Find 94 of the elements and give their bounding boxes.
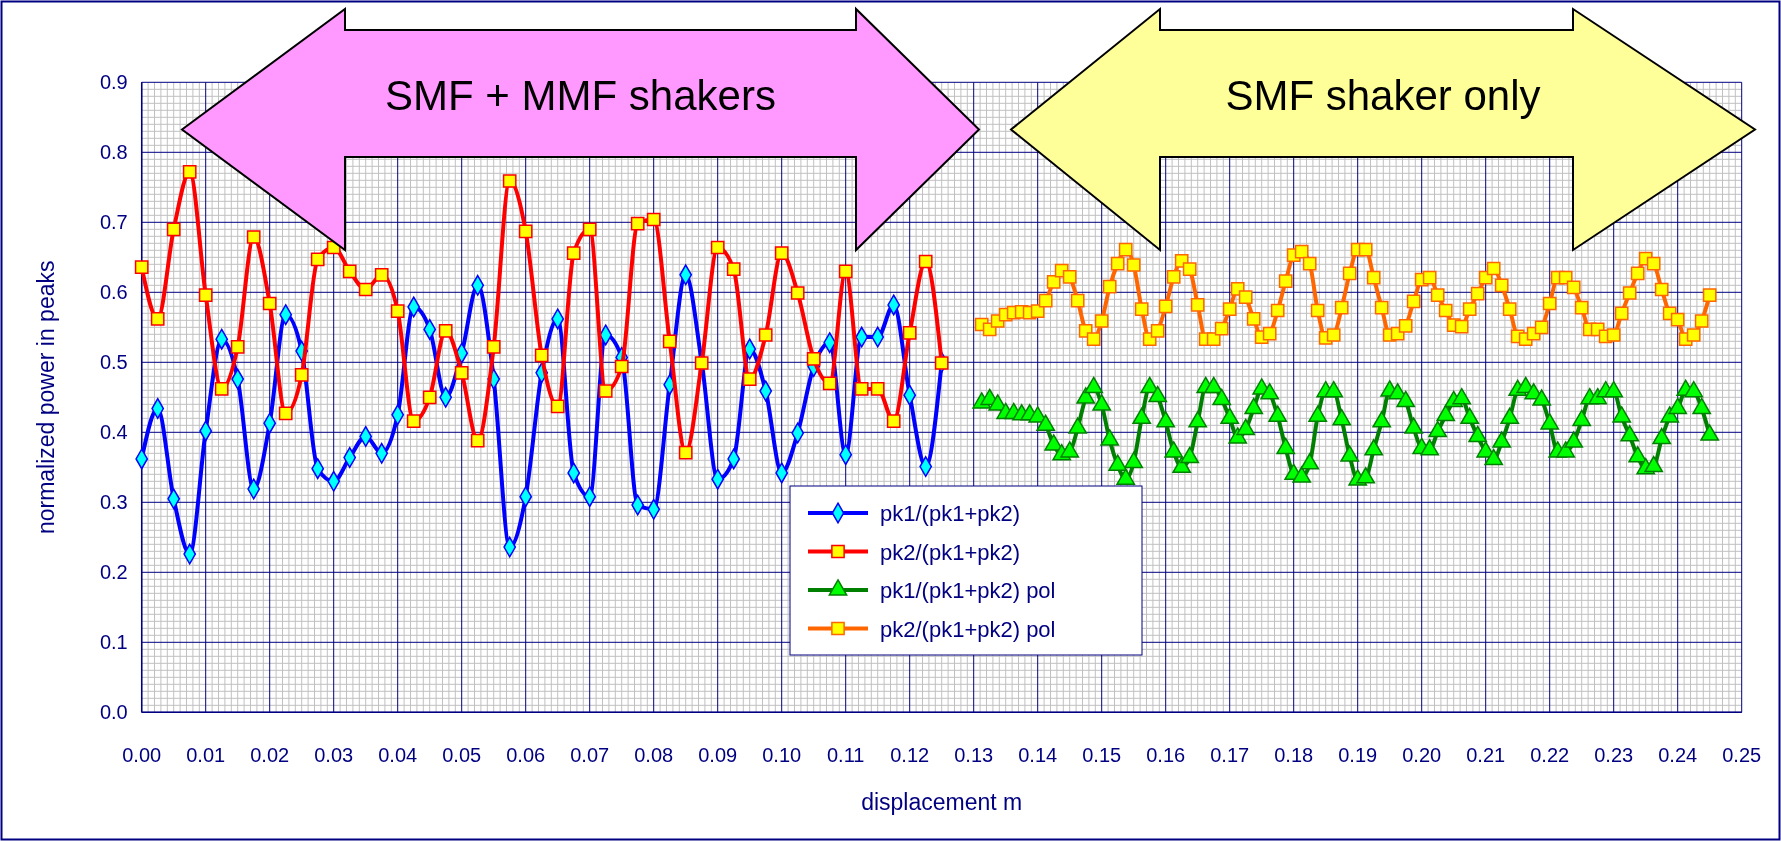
x-tick-label: 0.01 xyxy=(186,744,226,767)
point xyxy=(806,351,821,366)
y-tick-label: 0.7 xyxy=(99,211,128,234)
point xyxy=(790,286,805,300)
y-tick-label: 0.3 xyxy=(99,491,128,514)
point xyxy=(438,323,453,338)
x-tick-label: 0.15 xyxy=(1082,744,1122,767)
point xyxy=(374,267,389,282)
point xyxy=(358,282,373,297)
legend-label: pk1/(pk1+pk2) pol xyxy=(880,578,1056,603)
point xyxy=(742,372,757,386)
point xyxy=(150,312,165,326)
point xyxy=(934,356,949,370)
x-tick-label: 0.17 xyxy=(1210,744,1250,767)
point xyxy=(182,165,197,179)
point xyxy=(774,246,789,260)
x-tick-label: 0.11 xyxy=(826,744,865,767)
point xyxy=(230,340,245,354)
annotation: SMF + MMF shakers xyxy=(385,72,776,119)
point xyxy=(886,414,901,428)
y-tick-label: 0.1 xyxy=(99,631,128,654)
y-tick-label: 0.2 xyxy=(99,561,128,584)
point xyxy=(646,212,661,227)
x-tick-label: 0.13 xyxy=(954,744,994,767)
point xyxy=(614,359,629,374)
x-tick-label: 0.25 xyxy=(1722,744,1762,767)
point xyxy=(486,340,501,354)
point xyxy=(854,382,869,396)
x-tick-label: 0.14 xyxy=(1018,744,1058,767)
point xyxy=(694,356,709,370)
x-tick-label: 0.16 xyxy=(1146,744,1186,767)
x-tick-label: 0.09 xyxy=(698,744,738,767)
point xyxy=(310,252,325,267)
point xyxy=(534,348,549,363)
y-tick-label: 0.8 xyxy=(99,141,128,164)
point xyxy=(566,246,581,260)
point xyxy=(822,376,837,391)
point xyxy=(454,365,469,380)
x-tick-label: 0.08 xyxy=(634,744,674,767)
point xyxy=(470,433,485,448)
x-tick-label: 0.07 xyxy=(570,744,610,767)
point xyxy=(550,399,565,414)
x-tick-label: 0.12 xyxy=(890,744,930,767)
point xyxy=(342,264,357,279)
point xyxy=(726,262,741,277)
point xyxy=(662,334,677,349)
point xyxy=(902,326,917,340)
legend-label: pk2/(pk1+pk2) xyxy=(880,539,1021,565)
point xyxy=(166,222,181,237)
y-tick-label: 0.4 xyxy=(99,421,128,444)
point xyxy=(214,382,229,396)
x-axis-title: displacement m xyxy=(861,789,1023,816)
y-tick-label: 0.0 xyxy=(99,701,128,724)
x-tick-label: 0.22 xyxy=(1530,744,1570,767)
point xyxy=(918,254,933,269)
y-axis-title: normalized power in peaks xyxy=(32,260,59,535)
x-tick-label: 0.10 xyxy=(762,744,802,767)
y-tick-label: 0.9 xyxy=(99,71,128,94)
point xyxy=(262,296,277,311)
x-tick-label: 0.18 xyxy=(1274,744,1314,767)
x-tick-label: 0.24 xyxy=(1658,744,1698,767)
point xyxy=(598,384,613,398)
point xyxy=(278,406,293,421)
x-tick-label: 0.02 xyxy=(250,744,290,767)
point xyxy=(582,222,597,237)
x-tick-label: 0.06 xyxy=(506,744,546,767)
point xyxy=(134,260,149,274)
legend-label: pk2/(pk1+pk2) pol xyxy=(880,616,1056,642)
point xyxy=(710,240,725,255)
x-tick-label: 0.19 xyxy=(1338,744,1378,767)
point xyxy=(406,414,421,428)
point xyxy=(294,368,309,382)
legend-label: pk1/(pk1+pk2) xyxy=(880,501,1021,526)
point xyxy=(870,382,885,396)
point xyxy=(390,304,405,319)
annotation: SMF shaker only xyxy=(1225,72,1541,119)
point xyxy=(678,445,693,460)
point xyxy=(758,328,773,342)
x-tick-label: 0.05 xyxy=(442,744,482,767)
point xyxy=(422,390,437,405)
y-tick-label: 0.5 xyxy=(99,351,128,374)
point xyxy=(630,216,645,231)
x-tick-label: 0.04 xyxy=(378,744,418,767)
x-tick-label: 0.20 xyxy=(1402,744,1442,767)
point xyxy=(502,174,517,188)
y-tick-label: 0.6 xyxy=(99,281,128,304)
point xyxy=(838,264,853,279)
x-tick-label: 0.23 xyxy=(1594,744,1634,767)
point xyxy=(198,288,213,302)
x-tick-label: 0.00 xyxy=(122,744,162,767)
point xyxy=(518,224,533,239)
x-tick-label: 0.03 xyxy=(314,744,354,767)
point xyxy=(246,230,261,244)
x-tick-label: 0.21 xyxy=(1466,744,1506,767)
